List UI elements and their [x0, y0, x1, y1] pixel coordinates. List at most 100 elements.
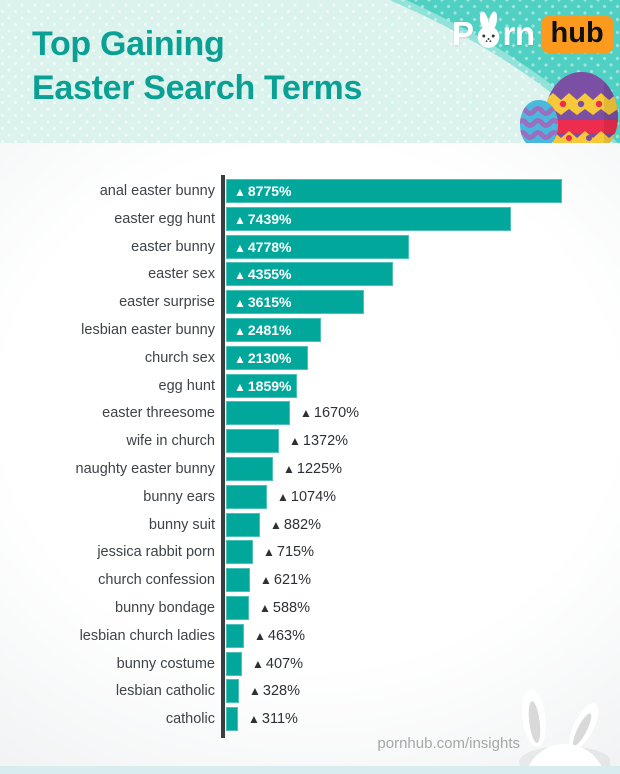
chart-row: wife in church ▲ 1372% — [0, 429, 620, 454]
up-triangle-icon: ▲ — [249, 684, 261, 699]
value-label: ▲ 1670% — [300, 405, 360, 422]
bunny-ears-illustration — [519, 689, 610, 766]
chart-row: bunny ears ▲ 1074% — [0, 484, 620, 509]
value-label: ▲ 2130% — [234, 349, 292, 366]
category-label: egg hunt — [158, 377, 215, 394]
bar-track: ▲ 328% — [226, 679, 620, 704]
value-bar: ▲ 2481% — [226, 317, 321, 342]
value-bar — [226, 456, 273, 481]
chart-row: easter egg hunt ▲ 7439% — [0, 206, 620, 231]
page-title-line1: Top Gaining — [32, 25, 225, 63]
logo-text-p: P — [452, 15, 474, 52]
bar-track: ▲ 1225% — [226, 456, 620, 481]
site-url-label: pornhub.com/insights — [377, 735, 520, 752]
category-label: bunny suit — [148, 516, 215, 533]
value-bar: ▲ 8775% — [226, 179, 562, 203]
category-label: bunny costume — [116, 655, 215, 672]
chart-row: anal easter bunny ▲ 8775% — [0, 179, 620, 203]
up-triangle-icon: ▲ — [263, 545, 275, 560]
value-label: ▲ 882% — [270, 516, 321, 533]
up-triangle-icon: ▲ — [234, 379, 246, 394]
up-triangle-icon: ▲ — [234, 185, 246, 199]
category-label: lesbian church ladies — [79, 627, 215, 644]
value-bar — [226, 679, 239, 704]
value-bar — [226, 568, 250, 593]
chart-section: anal easter bunny ▲ 8775% easter egg hunt ▲ 7… — [0, 143, 620, 774]
category-label: naughty easter bunny — [75, 460, 215, 477]
chart-row: lesbian church ladies ▲ 463% — [0, 623, 620, 648]
logo-text-rn: rn — [502, 15, 536, 52]
page-title-line2: Easter Search Terms — [32, 69, 363, 107]
category-label: easter surprise — [119, 294, 215, 311]
category-label: jessica rabbit porn — [97, 544, 215, 561]
up-triangle-icon: ▲ — [234, 351, 246, 366]
bar-track: ▲ 882% — [226, 512, 620, 537]
bar-track: ▲ 2130% — [226, 345, 620, 370]
up-triangle-icon: ▲ — [234, 323, 246, 338]
chart-row: lesbian easter bunny ▲ 2481% — [0, 317, 620, 342]
bar-track: ▲ 2481% — [226, 317, 620, 342]
bar-track: ▲ 1670% — [226, 401, 620, 426]
category-label: bunny bondage — [115, 599, 215, 616]
up-triangle-icon: ▲ — [283, 461, 295, 476]
chart-row: jessica rabbit porn ▲ 715% — [0, 540, 620, 565]
bunny-face-icon — [477, 11, 499, 48]
up-triangle-icon: ▲ — [270, 517, 282, 532]
value-label: ▲ 311% — [248, 711, 298, 728]
value-bar — [226, 401, 290, 426]
value-bar — [226, 707, 238, 732]
value-label: ▲ 1859% — [234, 377, 292, 394]
bar-track: ▲ 621% — [226, 568, 620, 593]
bar-track: ▲ 4778% — [226, 234, 620, 259]
value-label: ▲ 407% — [252, 655, 303, 672]
value-label: ▲ 588% — [259, 599, 310, 616]
bar-track: ▲ 1372% — [226, 429, 620, 454]
chart-row: easter bunny ▲ 4778% — [0, 234, 620, 259]
header: Top Gaining Easter Search Terms P rn hub — [0, 0, 620, 143]
value-bar — [226, 623, 244, 648]
up-triangle-icon: ▲ — [254, 628, 266, 643]
up-triangle-icon: ▲ — [234, 212, 246, 227]
value-bar: ▲ 4355% — [226, 262, 393, 287]
chart-row: church confession ▲ 621% — [0, 568, 620, 593]
value-label: ▲ 621% — [260, 572, 311, 589]
easter-eggs-illustration — [520, 72, 618, 143]
value-bar: ▲ 7439% — [226, 206, 511, 231]
category-label: anal easter bunny — [99, 183, 215, 199]
category-label: wife in church — [126, 433, 215, 450]
bar-track: ▲ 407% — [226, 651, 620, 676]
chart-row: easter surprise ▲ 3615% — [0, 290, 620, 315]
category-label: easter sex — [148, 266, 215, 283]
chart-row: catholic ▲ 311% — [0, 707, 620, 732]
value-bar — [226, 512, 260, 537]
up-triangle-icon: ▲ — [289, 434, 301, 449]
bar-track: ▲ 1859% — [226, 373, 620, 398]
bar-track: ▲ 1074% — [226, 484, 620, 509]
page-title: Top Gaining Easter Search Terms — [32, 22, 362, 110]
category-label: easter threesome — [102, 405, 215, 422]
chart-row: church sex ▲ 2130% — [0, 345, 620, 370]
value-label: ▲ 3615% — [234, 294, 292, 311]
value-label: ▲ 715% — [263, 544, 314, 561]
category-label: catholic — [165, 711, 215, 728]
bar-track: ▲ 715% — [226, 540, 620, 565]
value-label: ▲ 4778% — [234, 238, 292, 255]
category-label: church confession — [98, 572, 215, 589]
value-label: ▲ 1074% — [277, 488, 337, 505]
category-label: lesbian catholic — [115, 683, 215, 700]
value-bar: ▲ 2130% — [226, 345, 308, 370]
up-triangle-icon: ▲ — [260, 573, 272, 588]
logo-hub-badge: hub — [541, 15, 613, 53]
chart-row: naughty easter bunny ▲ 1225% — [0, 456, 620, 481]
chart-row: lesbian catholic ▲ 328% — [0, 679, 620, 704]
bottom-accent-strip — [0, 766, 620, 774]
y-axis-line — [221, 175, 225, 738]
up-triangle-icon: ▲ — [234, 296, 246, 311]
value-label: ▲ 328% — [249, 683, 300, 700]
value-label: ▲ 4355% — [234, 266, 292, 283]
chart-row: bunny costume ▲ 407% — [0, 651, 620, 676]
bar-track: ▲ 4355% — [226, 262, 620, 287]
value-bar — [226, 595, 249, 620]
category-label: church sex — [144, 349, 215, 366]
